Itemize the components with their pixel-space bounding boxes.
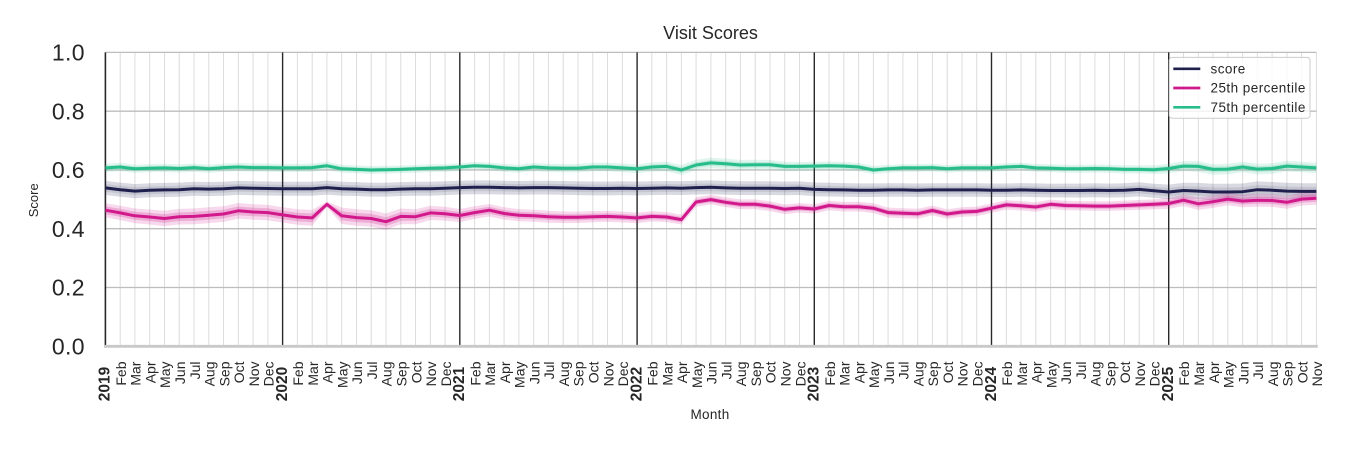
svg-text:2021: 2021 (451, 366, 468, 401)
svg-text:Aug: Aug (556, 362, 572, 387)
svg-text:Dec: Dec (1147, 362, 1163, 387)
svg-text:Mar: Mar (305, 361, 321, 385)
svg-text:2019: 2019 (97, 366, 114, 401)
svg-text:Apr: Apr (1029, 361, 1045, 383)
svg-text:Mar: Mar (659, 361, 675, 385)
svg-text:2023: 2023 (806, 366, 823, 401)
svg-text:Visit Scores: Visit Scores (663, 23, 758, 43)
svg-text:Apr: Apr (851, 361, 867, 383)
svg-text:Sep: Sep (1102, 361, 1118, 386)
svg-text:0.8: 0.8 (52, 98, 85, 124)
svg-text:Jun: Jun (349, 362, 365, 385)
svg-text:2020: 2020 (274, 367, 291, 401)
svg-text:Mar: Mar (1191, 361, 1207, 385)
svg-text:Aug: Aug (202, 362, 218, 387)
svg-text:Sep: Sep (216, 361, 232, 386)
svg-text:Month: Month (690, 407, 729, 422)
svg-text:2022: 2022 (628, 367, 645, 401)
svg-text:May: May (1043, 362, 1059, 388)
svg-text:Aug: Aug (1088, 362, 1104, 387)
svg-text:Nov: Nov (423, 362, 439, 387)
svg-text:score: score (1211, 61, 1246, 76)
svg-text:75th percentile: 75th percentile (1211, 100, 1306, 115)
svg-text:Dec: Dec (615, 362, 631, 387)
svg-text:Jul: Jul (1250, 362, 1266, 380)
svg-text:Feb: Feb (290, 361, 306, 385)
svg-text:Jun: Jun (881, 362, 897, 385)
svg-text:Feb: Feb (1176, 361, 1192, 385)
svg-text:May: May (334, 362, 350, 388)
svg-text:Apr: Apr (497, 361, 513, 383)
svg-text:Sep: Sep (748, 361, 764, 386)
svg-text:Oct: Oct (408, 361, 424, 383)
svg-text:May: May (689, 362, 705, 388)
svg-text:Jul: Jul (541, 362, 557, 380)
svg-text:Aug: Aug (1265, 362, 1281, 387)
svg-text:Nov: Nov (778, 362, 794, 387)
svg-text:25th percentile: 25th percentile (1211, 81, 1306, 96)
svg-text:Sep: Sep (925, 361, 941, 386)
svg-text:Oct: Oct (231, 361, 247, 383)
svg-text:Jul: Jul (896, 362, 912, 380)
svg-text:2025: 2025 (1160, 366, 1177, 401)
svg-text:Jul: Jul (718, 362, 734, 380)
svg-text:Oct: Oct (1117, 361, 1133, 383)
svg-text:Aug: Aug (379, 362, 395, 387)
svg-text:May: May (1221, 362, 1237, 388)
svg-text:Apr: Apr (143, 361, 159, 383)
svg-text:Dec: Dec (261, 362, 277, 387)
svg-text:Mar: Mar (482, 361, 498, 385)
svg-text:Jun: Jun (1058, 362, 1074, 385)
svg-text:Dec: Dec (792, 362, 808, 387)
svg-text:0.0: 0.0 (52, 333, 85, 359)
svg-text:2024: 2024 (983, 366, 1000, 401)
svg-text:Nov: Nov (246, 362, 262, 387)
svg-text:Feb: Feb (822, 361, 838, 385)
svg-text:Oct: Oct (586, 361, 602, 383)
svg-text:Jun: Jun (526, 362, 542, 385)
svg-text:May: May (512, 362, 528, 388)
svg-text:Nov: Nov (1309, 362, 1325, 387)
svg-text:Dec: Dec (970, 362, 986, 387)
svg-text:Feb: Feb (467, 361, 483, 385)
svg-text:Jun: Jun (1235, 362, 1251, 385)
svg-text:1.0: 1.0 (52, 40, 85, 66)
svg-text:Feb: Feb (645, 361, 661, 385)
svg-text:Score: Score (26, 183, 41, 217)
svg-text:Apr: Apr (1206, 361, 1222, 383)
svg-text:Sep: Sep (571, 361, 587, 386)
svg-text:Mar: Mar (128, 361, 144, 385)
svg-text:Nov: Nov (1132, 362, 1148, 387)
svg-text:Feb: Feb (113, 361, 129, 385)
svg-text:May: May (157, 362, 173, 388)
svg-text:Jun: Jun (704, 362, 720, 385)
svg-text:Jul: Jul (364, 362, 380, 380)
svg-text:Apr: Apr (674, 361, 690, 383)
svg-text:Jul: Jul (187, 362, 203, 380)
svg-text:Oct: Oct (940, 361, 956, 383)
svg-text:0.4: 0.4 (52, 216, 85, 242)
svg-text:Jun: Jun (172, 362, 188, 385)
svg-text:Feb: Feb (999, 361, 1015, 385)
svg-text:Apr: Apr (320, 361, 336, 383)
svg-text:Aug: Aug (910, 362, 926, 387)
svg-text:Oct: Oct (763, 361, 779, 383)
svg-text:Oct: Oct (1294, 361, 1310, 383)
svg-text:Jul: Jul (1073, 362, 1089, 380)
svg-text:Sep: Sep (394, 361, 410, 386)
svg-text:0.2: 0.2 (52, 275, 85, 301)
svg-text:Nov: Nov (955, 362, 971, 387)
svg-text:Dec: Dec (438, 362, 454, 387)
svg-text:May: May (866, 362, 882, 388)
svg-text:Sep: Sep (1280, 361, 1296, 386)
svg-text:Mar: Mar (1014, 361, 1030, 385)
svg-text:0.6: 0.6 (52, 157, 85, 183)
svg-text:Mar: Mar (837, 361, 853, 385)
svg-text:Nov: Nov (600, 362, 616, 387)
svg-text:Aug: Aug (733, 362, 749, 387)
